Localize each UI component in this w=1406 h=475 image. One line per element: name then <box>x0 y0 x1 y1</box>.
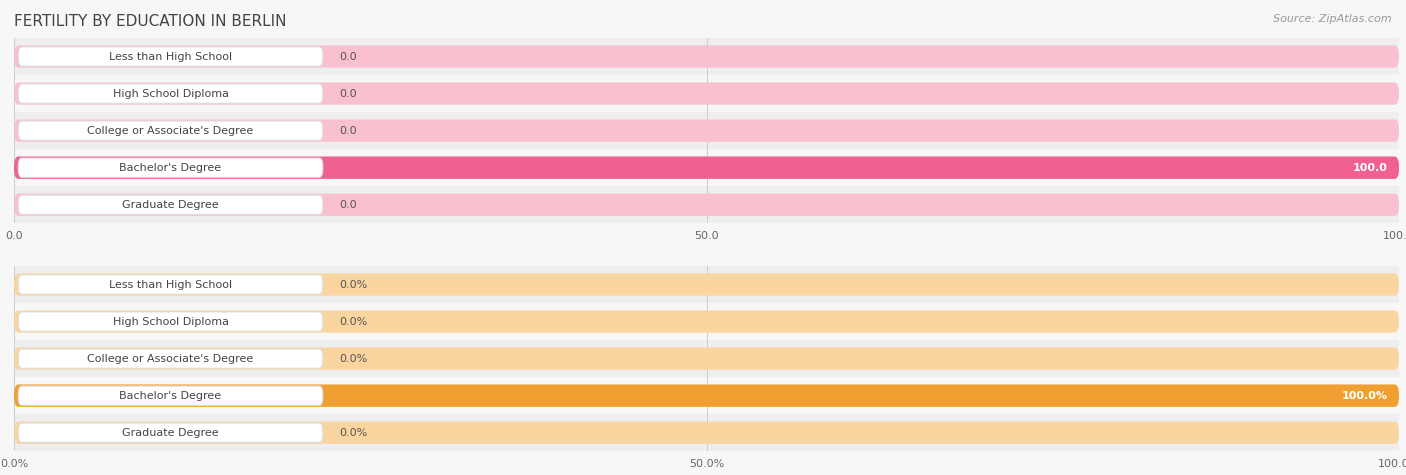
Bar <box>14 149 1399 186</box>
FancyBboxPatch shape <box>18 158 323 177</box>
Text: Bachelor's Degree: Bachelor's Degree <box>120 390 222 401</box>
Bar <box>14 414 1399 451</box>
Bar <box>14 75 1399 112</box>
Text: College or Associate's Degree: College or Associate's Degree <box>87 353 253 364</box>
FancyBboxPatch shape <box>18 47 323 66</box>
FancyBboxPatch shape <box>14 157 1399 179</box>
Text: High School Diploma: High School Diploma <box>112 316 229 327</box>
Text: College or Associate's Degree: College or Associate's Degree <box>87 125 253 136</box>
Text: 0.0: 0.0 <box>339 200 357 210</box>
FancyBboxPatch shape <box>18 195 323 214</box>
Text: 0.0%: 0.0% <box>339 316 368 327</box>
Text: 0.0%: 0.0% <box>339 279 368 290</box>
FancyBboxPatch shape <box>14 46 1399 67</box>
Text: Graduate Degree: Graduate Degree <box>122 200 219 210</box>
Text: 0.0: 0.0 <box>339 51 357 62</box>
Text: 0.0: 0.0 <box>339 125 357 136</box>
Bar <box>14 38 1399 75</box>
FancyBboxPatch shape <box>14 422 1399 444</box>
Bar <box>14 186 1399 223</box>
Text: 0.0%: 0.0% <box>339 428 368 438</box>
FancyBboxPatch shape <box>18 386 323 405</box>
FancyBboxPatch shape <box>14 385 1399 407</box>
FancyBboxPatch shape <box>18 121 323 140</box>
Text: FERTILITY BY EDUCATION IN BERLIN: FERTILITY BY EDUCATION IN BERLIN <box>14 14 287 29</box>
FancyBboxPatch shape <box>14 157 1399 179</box>
Text: 0.0: 0.0 <box>339 88 357 99</box>
FancyBboxPatch shape <box>14 385 1399 407</box>
Text: High School Diploma: High School Diploma <box>112 88 229 99</box>
Bar <box>14 303 1399 340</box>
Text: Graduate Degree: Graduate Degree <box>122 428 219 438</box>
FancyBboxPatch shape <box>18 349 323 368</box>
Text: Bachelor's Degree: Bachelor's Degree <box>120 162 222 173</box>
FancyBboxPatch shape <box>14 311 1399 332</box>
FancyBboxPatch shape <box>18 423 323 442</box>
FancyBboxPatch shape <box>18 275 323 294</box>
Text: 100.0%: 100.0% <box>1341 390 1388 401</box>
Text: 100.0: 100.0 <box>1353 162 1388 173</box>
Bar <box>14 266 1399 303</box>
FancyBboxPatch shape <box>14 194 1399 216</box>
FancyBboxPatch shape <box>14 120 1399 142</box>
Text: 0.0%: 0.0% <box>339 353 368 364</box>
FancyBboxPatch shape <box>14 274 1399 295</box>
Text: Source: ZipAtlas.com: Source: ZipAtlas.com <box>1274 14 1392 24</box>
FancyBboxPatch shape <box>18 312 323 331</box>
Bar <box>14 340 1399 377</box>
FancyBboxPatch shape <box>14 83 1399 104</box>
FancyBboxPatch shape <box>14 348 1399 370</box>
Text: Less than High School: Less than High School <box>110 51 232 62</box>
Text: Less than High School: Less than High School <box>110 279 232 290</box>
Bar <box>14 112 1399 149</box>
Bar <box>14 377 1399 414</box>
FancyBboxPatch shape <box>18 84 323 103</box>
